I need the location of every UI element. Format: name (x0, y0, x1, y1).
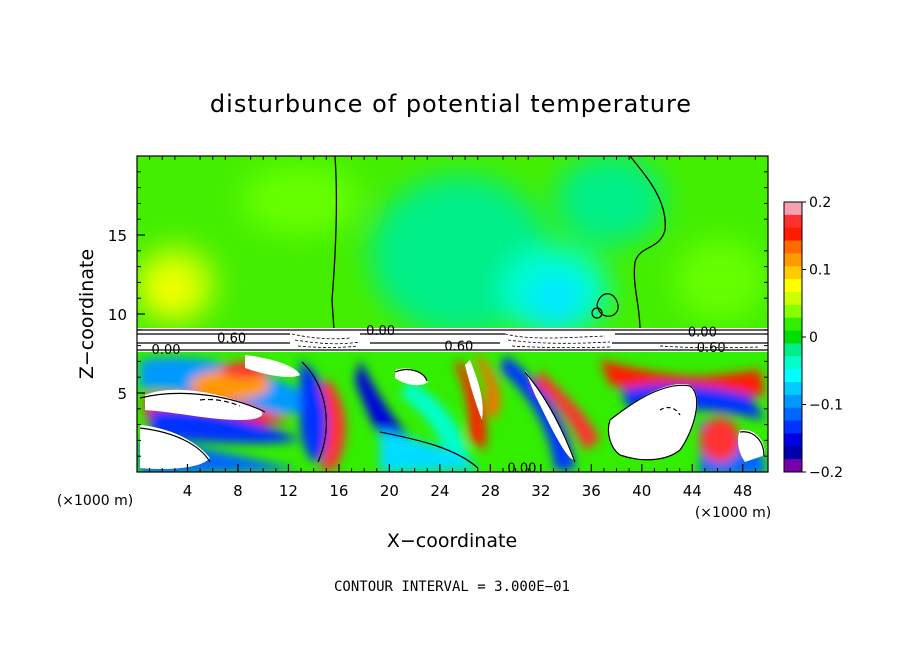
colorbar-swatch (784, 330, 802, 344)
y-axis-label: Z−coordinate (76, 249, 98, 379)
x-tick-label: 4 (183, 482, 193, 500)
colorbar-label: −0.1 (809, 398, 843, 414)
colorbar-label: 0.2 (809, 195, 831, 211)
colorbar-swatch (784, 292, 802, 306)
colorbar-swatch (784, 407, 802, 422)
contour-interval: CONTOUR INTERVAL = 3.000E−01 (334, 579, 570, 595)
colorbar-label: 0 (809, 330, 818, 346)
lower-field (137, 352, 768, 472)
chart-title: disturbunce of potential temperature (210, 90, 692, 118)
colorbar-swatch (784, 279, 802, 293)
contour-label: 0.60 (217, 332, 246, 347)
x-tick-label: 48 (733, 482, 752, 500)
colorbar-swatch (784, 304, 802, 319)
y-axis: 5 10 15 (108, 171, 768, 457)
y-tick-label: 5 (117, 385, 127, 403)
colorbar-label: −0.2 (809, 465, 843, 481)
contour-label: 0.60 (444, 340, 473, 355)
x-tick-label: 16 (329, 482, 348, 500)
colorbar-swatch (784, 253, 802, 267)
colorbar-swatch (784, 227, 802, 242)
colorbar-swatch (784, 459, 802, 473)
colorbar-swatch (784, 382, 802, 396)
x-axis-label: X−coordinate (387, 530, 517, 552)
x-tick-label: 20 (380, 482, 399, 500)
colorbar-swatch (784, 420, 802, 434)
x-unit-left: (×1000 m) (57, 493, 133, 509)
contour-label: 0.60 (697, 341, 726, 356)
contour-label: 0.00 (152, 343, 181, 358)
colorbar-swatch (784, 317, 802, 332)
contour-label: 0.00 (688, 325, 717, 340)
x-tick-label: 40 (632, 482, 651, 500)
x-tick-label: 24 (430, 482, 449, 500)
colorbar: 0.2 0.1 0 −0.1 −0.2 (783, 195, 843, 481)
colorbar-label: 0.1 (809, 263, 831, 279)
x-tick-label: 12 (279, 482, 298, 500)
colorbar-swatch (784, 266, 802, 280)
colorbar-swatch (784, 202, 802, 216)
discontinuity-band (137, 328, 768, 352)
x-tick-label: 8 (233, 482, 243, 500)
x-axis: 4 8 12 16 20 24 28 32 36 40 44 48 (149, 156, 756, 500)
x-tick-label: 44 (683, 482, 702, 500)
colorbar-swatch (784, 356, 802, 370)
contour-label: 0.00 (366, 324, 395, 339)
x-unit-right: (×1000 m) (695, 505, 771, 521)
colorbar-swatch (784, 214, 802, 229)
colorbar-swatch (784, 394, 802, 409)
colorbar-swatch (784, 240, 802, 254)
contour-label: 0.00 (507, 461, 536, 476)
x-tick-label: 36 (582, 482, 601, 500)
colorbar-swatch (784, 343, 802, 357)
colorbar-swatch (784, 433, 802, 447)
upper-field (137, 156, 768, 335)
colorbar-swatch (784, 369, 802, 383)
contour-labels: 0.600.000.000.600.000.000.60 (152, 324, 726, 476)
colorbar-swatch (784, 446, 802, 460)
x-tick-label: 28 (481, 482, 500, 500)
x-tick-label: 32 (531, 482, 550, 500)
y-tick-label: 10 (108, 306, 127, 324)
y-tick-label: 15 (108, 227, 127, 245)
